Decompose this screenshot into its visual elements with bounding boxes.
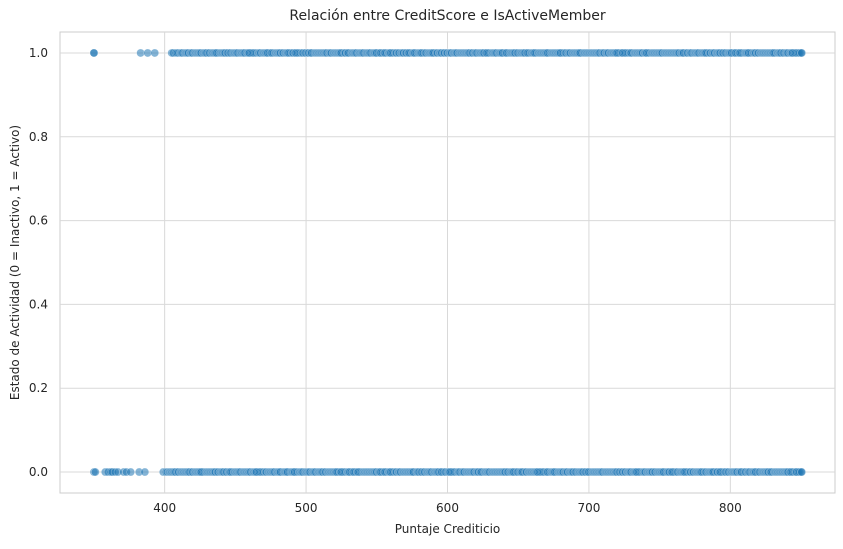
data-point (136, 48, 145, 58)
data-point (150, 48, 159, 58)
series-0 (89, 467, 806, 477)
data-point (797, 48, 806, 58)
y-axis-title: Estado de Actividad (0 = Inactivo, 1 = A… (8, 125, 22, 400)
x-tick-label: 600 (436, 501, 459, 515)
series-1 (89, 48, 806, 58)
points-layer (89, 48, 806, 477)
data-point (140, 467, 150, 477)
x-tick-label: 400 (153, 501, 176, 515)
data-point (143, 48, 152, 58)
y-tick-label: 0.6 (29, 214, 48, 228)
data-point (126, 467, 135, 477)
x-axis-title: Puntaje Crediticio (395, 522, 501, 536)
data-point (91, 467, 100, 477)
y-tick-label: 0.8 (29, 130, 48, 144)
chart-title: Relación entre CreditScore e IsActiveMem… (289, 8, 606, 24)
x-tick-label: 800 (719, 501, 742, 515)
x-tick-label: 500 (295, 501, 318, 515)
x-tick-label: 700 (577, 501, 600, 515)
ticks-layer: 400 500 600 700 800 0.0 0.2 0.4 0.6 0.8 1.0 (29, 46, 742, 515)
y-tick-label: 0.0 (29, 465, 48, 479)
y-tick-label: 1.0 (29, 46, 48, 60)
data-point (89, 48, 99, 58)
y-tick-label: 0.2 (29, 381, 48, 395)
y-tick-label: 0.4 (29, 297, 48, 311)
data-point (797, 467, 806, 477)
